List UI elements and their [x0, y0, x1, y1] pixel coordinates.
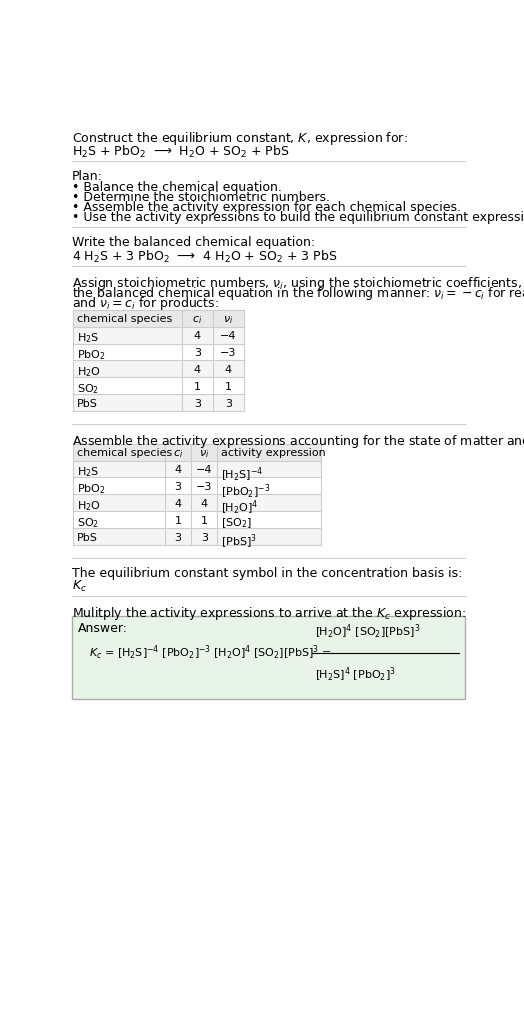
Text: PbO$_2$: PbO$_2$ [77, 348, 106, 361]
Text: $c_i$: $c_i$ [192, 314, 202, 326]
Text: [PbS]$^3$: [PbS]$^3$ [221, 533, 257, 551]
FancyBboxPatch shape [73, 378, 244, 394]
Text: • Assemble the activity expression for each chemical species.: • Assemble the activity expression for e… [72, 201, 461, 214]
Text: $c_i$: $c_i$ [173, 448, 183, 460]
Text: chemical species: chemical species [77, 448, 172, 458]
Text: Plan:: Plan: [72, 171, 103, 183]
Text: [H$_2$O]$^4$ [SO$_2$][PbS]$^3$: [H$_2$O]$^4$ [SO$_2$][PbS]$^3$ [315, 623, 420, 641]
Text: 3: 3 [201, 533, 208, 543]
Text: 3: 3 [174, 482, 181, 492]
Text: [H$_2$O]$^4$: [H$_2$O]$^4$ [221, 499, 259, 518]
Text: The equilibrium constant symbol in the concentration basis is:: The equilibrium constant symbol in the c… [72, 567, 462, 580]
Text: $K_c$: $K_c$ [72, 579, 86, 594]
Text: • Balance the chemical equation.: • Balance the chemical equation. [72, 181, 281, 194]
Text: 1: 1 [201, 516, 208, 526]
Text: 4: 4 [174, 499, 181, 509]
Text: H$_2$O: H$_2$O [77, 499, 101, 513]
Text: 3: 3 [194, 348, 201, 358]
FancyBboxPatch shape [73, 343, 244, 360]
Text: Construct the equilibrium constant, $K$, expression for:: Construct the equilibrium constant, $K$,… [72, 131, 408, 147]
Text: H$_2$O: H$_2$O [77, 366, 101, 379]
Text: • Determine the stoichiometric numbers.: • Determine the stoichiometric numbers. [72, 191, 330, 204]
Text: Assemble the activity expressions accounting for the state of matter and $\nu_i$: Assemble the activity expressions accoun… [72, 433, 524, 450]
FancyBboxPatch shape [73, 460, 321, 478]
Text: 3: 3 [225, 399, 232, 409]
Text: 4: 4 [194, 331, 201, 341]
FancyBboxPatch shape [73, 443, 321, 460]
FancyBboxPatch shape [73, 528, 321, 545]
Text: [PbO$_2$]$^{-3}$: [PbO$_2$]$^{-3}$ [221, 482, 271, 500]
Text: PbS: PbS [77, 533, 98, 543]
Text: $\nu_i$: $\nu_i$ [223, 314, 233, 326]
Text: 4: 4 [201, 499, 208, 509]
Text: 1: 1 [225, 382, 232, 392]
Text: 4: 4 [225, 366, 232, 375]
FancyBboxPatch shape [72, 616, 465, 699]
Text: activity expression: activity expression [221, 448, 326, 458]
Text: H$_2$S: H$_2$S [77, 331, 100, 345]
Text: H$_2$S: H$_2$S [77, 466, 100, 479]
Text: SO$_2$: SO$_2$ [77, 382, 99, 396]
FancyBboxPatch shape [73, 478, 321, 494]
Text: Write the balanced chemical equation:: Write the balanced chemical equation: [72, 237, 315, 249]
Text: 4: 4 [174, 466, 181, 475]
Text: H$_2$S + PbO$_2$  ⟶  H$_2$O + SO$_2$ + PbS: H$_2$S + PbO$_2$ ⟶ H$_2$O + SO$_2$ + PbS [72, 144, 289, 160]
Text: −4: −4 [196, 466, 212, 475]
Text: −4: −4 [220, 331, 236, 341]
Text: 1: 1 [194, 382, 201, 392]
FancyBboxPatch shape [73, 309, 244, 327]
Text: [H$_2$S]$^4$ [PbO$_2$]$^3$: [H$_2$S]$^4$ [PbO$_2$]$^3$ [315, 666, 396, 684]
Text: chemical species: chemical species [77, 314, 172, 325]
FancyBboxPatch shape [73, 394, 244, 411]
FancyBboxPatch shape [73, 512, 321, 528]
Text: [H$_2$S]$^{-4}$: [H$_2$S]$^{-4}$ [221, 466, 264, 484]
Text: 3: 3 [174, 533, 181, 543]
Text: 3: 3 [194, 399, 201, 409]
Text: 4 H$_2$S + 3 PbO$_2$  ⟶  4 H$_2$O + SO$_2$ + 3 PbS: 4 H$_2$S + 3 PbO$_2$ ⟶ 4 H$_2$O + SO$_2$… [72, 249, 337, 264]
Text: 1: 1 [174, 516, 181, 526]
Text: the balanced chemical equation in the following manner: $\nu_i = -c_i$ for react: the balanced chemical equation in the fo… [72, 285, 524, 302]
Text: and $\nu_i = c_i$ for products:: and $\nu_i = c_i$ for products: [72, 295, 219, 312]
FancyBboxPatch shape [73, 494, 321, 512]
Text: −3: −3 [196, 482, 212, 492]
Text: PbS: PbS [77, 399, 98, 409]
Text: SO$_2$: SO$_2$ [77, 516, 99, 530]
Text: Answer:: Answer: [78, 622, 128, 635]
Text: −3: −3 [220, 348, 236, 358]
Text: Mulitply the activity expressions to arrive at the $K_c$ expression:: Mulitply the activity expressions to arr… [72, 605, 466, 623]
Text: $\nu_i$: $\nu_i$ [199, 448, 210, 460]
Text: [SO$_2$]: [SO$_2$] [221, 516, 252, 530]
FancyBboxPatch shape [73, 327, 244, 343]
Text: $K_c$ = [H$_2$S]$^{-4}$ [PbO$_2$]$^{-3}$ [H$_2$O]$^4$ [SO$_2$][PbS]$^3$ =: $K_c$ = [H$_2$S]$^{-4}$ [PbO$_2$]$^{-3}$… [89, 644, 332, 663]
Text: Assign stoichiometric numbers, $\nu_i$, using the stoichiometric coefficients, $: Assign stoichiometric numbers, $\nu_i$, … [72, 275, 524, 292]
Text: • Use the activity expressions to build the equilibrium constant expression.: • Use the activity expressions to build … [72, 211, 524, 224]
Text: 4: 4 [194, 366, 201, 375]
Text: PbO$_2$: PbO$_2$ [77, 482, 106, 496]
FancyBboxPatch shape [73, 360, 244, 378]
